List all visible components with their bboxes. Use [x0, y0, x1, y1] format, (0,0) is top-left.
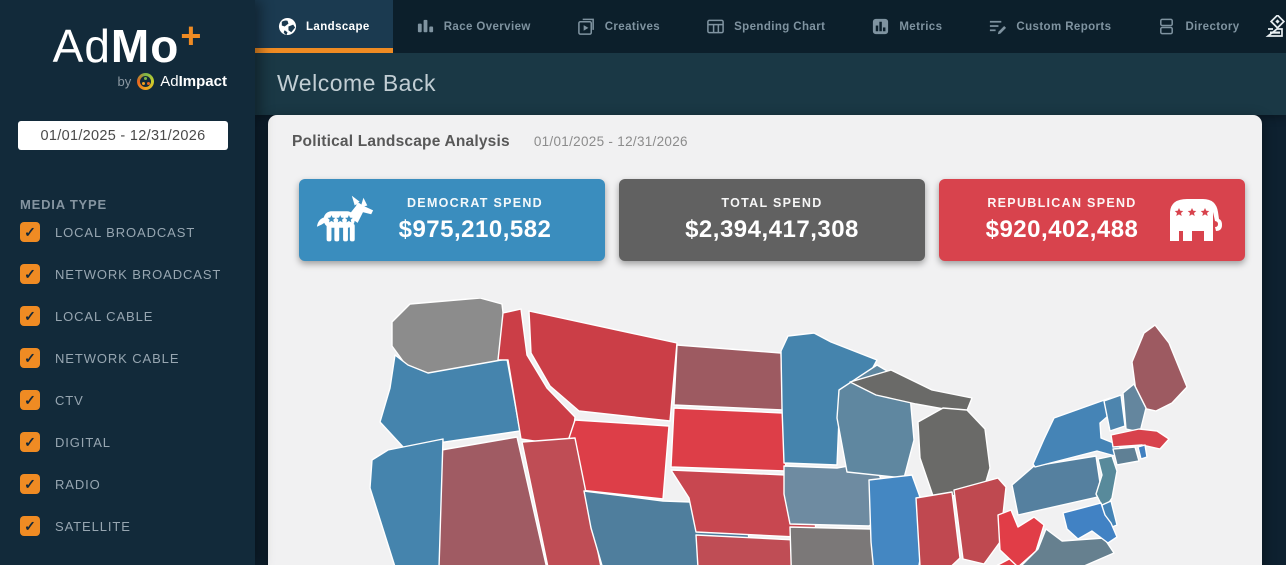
metrics-icon: [873, 18, 889, 35]
state-connecticut[interactable]: [1112, 446, 1140, 466]
custom-reports-icon: [990, 20, 1007, 35]
creatives-icon: [577, 18, 594, 35]
tab-directory[interactable]: Directory: [1134, 0, 1262, 53]
panel-date-range: 01/01/2025 - 12/31/2026: [533, 134, 688, 149]
state-maryland[interactable]: [1062, 502, 1118, 544]
us-choropleth: [369, 298, 1188, 565]
globe-icon: [278, 17, 297, 36]
directory-icon: [1160, 18, 1174, 35]
media-type-radio[interactable]: ✓ RADIO: [20, 474, 221, 494]
tab-creatives[interactable]: Creatives: [554, 0, 683, 53]
tab-metrics[interactable]: Metrics: [848, 0, 965, 53]
state-montana[interactable]: [528, 310, 678, 422]
state-pennsylvania[interactable]: [1011, 455, 1103, 516]
byline-by: by: [117, 74, 132, 89]
media-type-network-cable[interactable]: ✓ NETWORK CABLE: [20, 348, 221, 368]
state-vermont[interactable]: [1103, 394, 1126, 432]
state-west-virginia[interactable]: [997, 509, 1045, 565]
tab-custom-reports[interactable]: Custom Reports: [965, 0, 1134, 53]
media-type-digital[interactable]: ✓ DIGITAL: [20, 432, 221, 452]
total-spend-card[interactable]: TOTAL SPEND $2,394,417,308: [619, 179, 925, 261]
tab-spending-chart[interactable]: Spending Chart: [683, 0, 848, 53]
state-illinois[interactable]: [868, 474, 923, 565]
media-type-ctv[interactable]: ✓ CTV: [20, 390, 221, 410]
checkbox-icon[interactable]: ✓: [20, 306, 40, 326]
state-idaho[interactable]: [497, 308, 576, 448]
state-north-dakota[interactable]: [673, 344, 784, 411]
checkbox-icon[interactable]: ✓: [20, 432, 40, 452]
checkbox-icon[interactable]: ✓: [20, 264, 40, 284]
media-type-filter-list: ✓ LOCAL BROADCAST ✓ NETWORK BROADCAST ✓ …: [20, 222, 221, 558]
state-michigan[interactable]: [917, 407, 991, 497]
republican-elephant-icon: [1170, 199, 1222, 241]
byline-adimpact: AdImpact: [160, 73, 227, 90]
spend-card-value: $2,394,417,308: [685, 216, 859, 243]
checkbox-icon[interactable]: ✓: [20, 474, 40, 494]
logo-admo-bold: Mo: [110, 20, 180, 72]
state-new-hampshire[interactable]: [1122, 383, 1147, 433]
bar-chart-icon: [417, 19, 433, 33]
logo-plus: +: [180, 15, 203, 56]
adimpact-logo-icon: [137, 73, 155, 90]
top-navigation: Landscape Race Overview Creatives Spendi…: [255, 0, 1286, 53]
state-new-jersey[interactable]: [1095, 455, 1118, 511]
tab-landscape[interactable]: Landscape: [255, 0, 393, 53]
media-type-heading: MEDIA TYPE: [20, 197, 107, 212]
active-tab-underline: [255, 48, 393, 53]
democrat-donkey-icon: [316, 195, 374, 242]
main-content: Welcome Back Political Landscape Analysi…: [255, 53, 1286, 565]
spend-card-label: REPUBLICAN SPEND: [987, 196, 1137, 210]
checkbox-icon[interactable]: ✓: [20, 390, 40, 410]
state-california[interactable]: [369, 438, 530, 565]
media-type-local-broadcast[interactable]: ✓ LOCAL BROADCAST: [20, 222, 221, 242]
logo-admo-thin: Ad: [52, 20, 111, 72]
spend-card-value: $920,402,488: [985, 216, 1139, 243]
state-michigan-up[interactable]: [849, 369, 973, 414]
state-utah[interactable]: [521, 437, 602, 565]
us-spending-map: [332, 298, 1252, 565]
sidebar: AdMo+ by AdImpact MEDIA TYPE ✓ LOCAL BRO…: [0, 0, 255, 565]
panel-title: Political Landscape Analysis: [292, 133, 510, 150]
political-landscape-panel: Political Landscape Analysis 01/01/2025 …: [268, 115, 1262, 565]
checkbox-icon[interactable]: ✓: [20, 222, 40, 242]
state-new-york[interactable]: [1032, 397, 1122, 468]
welcome-band: Welcome Back: [255, 53, 1286, 115]
state-south-dakota[interactable]: [670, 407, 787, 472]
checkbox-icon[interactable]: ✓: [20, 348, 40, 368]
state-indiana[interactable]: [915, 491, 961, 565]
state-massachusetts[interactable]: [1110, 428, 1170, 450]
date-range-input[interactable]: [18, 121, 228, 150]
spend-card-label: TOTAL SPEND: [721, 196, 823, 210]
app-logo: AdMo+ by AdImpact: [0, 18, 255, 90]
state-maine[interactable]: [1131, 324, 1188, 412]
state-oregon[interactable]: [379, 354, 521, 449]
state-rhode-island[interactable]: [1137, 444, 1148, 460]
spend-card-value: $975,210,582: [398, 216, 552, 243]
media-type-local-cable[interactable]: ✓ LOCAL CABLE: [20, 306, 221, 326]
spend-card-label: DEMOCRAT SPEND: [406, 196, 544, 210]
page-title: Welcome Back: [277, 70, 436, 96]
ballot-box-icon[interactable]: [1263, 14, 1286, 39]
media-type-network-broadcast[interactable]: ✓ NETWORK BROADCAST: [20, 264, 221, 284]
democrat-spend-card[interactable]: DEMOCRAT SPEND $975,210,582: [299, 179, 605, 261]
media-type-satellite[interactable]: ✓ SATELLITE: [20, 516, 221, 536]
state-kansas[interactable]: [695, 534, 820, 565]
spend-summary-row: DEMOCRAT SPEND $975,210,582 TOTAL SPEND …: [299, 179, 1245, 261]
spending-chart-icon: [707, 19, 724, 34]
republican-spend-card[interactable]: REPUBLICAN SPEND $920,402,488: [939, 179, 1245, 261]
tab-race-overview[interactable]: Race Overview: [393, 0, 554, 53]
checkbox-icon[interactable]: ✓: [20, 516, 40, 536]
